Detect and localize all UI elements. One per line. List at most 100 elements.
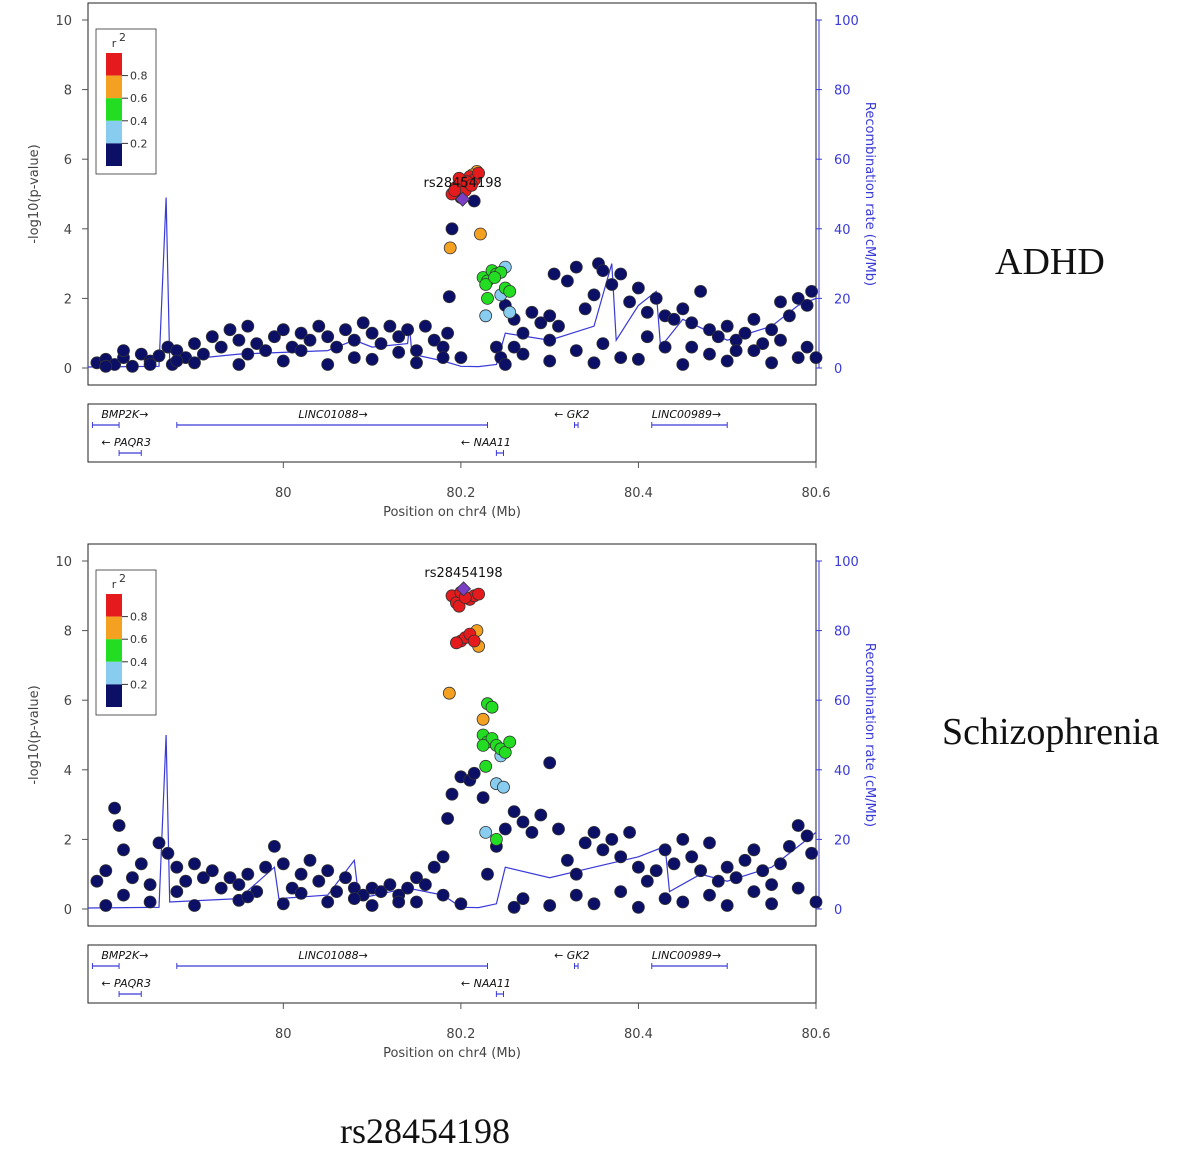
snp-point: [374, 337, 388, 351]
y-tick-label: 10: [55, 14, 72, 29]
snp-point: [339, 323, 352, 337]
snp-point: [640, 330, 654, 344]
snp-point: [99, 899, 113, 912]
gene-label: LINC01088→: [298, 949, 368, 962]
snp-point: [552, 822, 565, 836]
snp-point: [614, 885, 628, 899]
legend-swatch: [106, 594, 122, 617]
snp-point: [259, 860, 273, 874]
gene-label: BMP2K→: [101, 949, 148, 962]
snp-point: [547, 267, 561, 281]
snp-point: [232, 333, 246, 347]
snp-point: [632, 352, 645, 366]
snp-point: [516, 892, 530, 906]
snp-point: [658, 843, 672, 857]
snp-point: [578, 302, 592, 316]
snp-point: [791, 351, 805, 365]
snp-point: [303, 853, 317, 867]
snp-point: [267, 839, 281, 853]
snp-point: [747, 312, 761, 326]
snp-point: [418, 319, 432, 333]
snp-point: [392, 330, 406, 344]
snp-point: [427, 860, 441, 874]
snp-point: [774, 295, 787, 309]
snp-point: [401, 323, 415, 337]
snp-point: [170, 354, 184, 368]
snp-point: [321, 330, 335, 344]
snp-point: [241, 890, 255, 904]
snp-point: [596, 337, 610, 351]
snp-point: [117, 344, 130, 358]
snp-point: [90, 874, 104, 888]
snp-point: [473, 227, 487, 241]
snp-point: [125, 871, 139, 885]
gene-label: ← NAA11: [461, 977, 511, 990]
snp-point: [392, 345, 406, 359]
snp-point: [223, 323, 237, 337]
snp-point: [476, 712, 490, 726]
snp-point: [410, 871, 423, 885]
snp-point: [569, 867, 583, 881]
snp-point: [649, 291, 663, 305]
snp-point: [685, 340, 699, 354]
snp-point: [134, 347, 148, 361]
y2-tick-label: 0: [834, 903, 842, 918]
snp-point: [747, 344, 761, 358]
snp-point: [442, 290, 456, 304]
snp-point: [596, 264, 610, 278]
legend-swatch: [106, 684, 122, 707]
y-axis-title: -log10(p-value): [27, 685, 42, 784]
snp-point: [143, 878, 157, 892]
snp-point: [623, 295, 636, 309]
snp-point: [443, 241, 457, 255]
snp-point: [614, 351, 628, 365]
snp-point: [188, 337, 201, 351]
snp-point: [783, 309, 796, 323]
y-tick-label: 4: [64, 764, 72, 779]
snp-point: [676, 895, 690, 909]
snp-point: [783, 839, 796, 853]
snp-point: [188, 899, 201, 912]
snp-point: [467, 194, 481, 208]
snp-point: [809, 895, 823, 909]
y2-tick-label: 40: [834, 223, 851, 238]
snp-point: [569, 260, 583, 274]
gene-label: ← PAQR3: [101, 436, 151, 449]
snp-point: [703, 836, 716, 850]
snp-point: [330, 340, 344, 354]
snp-point: [667, 312, 681, 326]
snp-point: [791, 881, 805, 895]
snp-point: [543, 756, 557, 770]
snp-point: [454, 897, 468, 911]
plot-frame: [87, 543, 817, 927]
snp-point: [791, 819, 805, 832]
snp-point: [441, 326, 455, 340]
snp-point: [791, 291, 805, 305]
snp-point: [454, 351, 468, 365]
legend-swatch: [106, 98, 122, 121]
y-tick-label: 6: [64, 153, 72, 168]
snp-point: [196, 871, 210, 885]
y2-tick-label: 80: [834, 84, 851, 99]
snp-point: [605, 832, 619, 846]
snp-point: [640, 874, 654, 888]
gene-label: ← PAQR3: [101, 977, 151, 990]
snp-point: [117, 843, 130, 857]
lead-snp-marker: [455, 191, 471, 207]
snp-point: [205, 330, 219, 344]
snp-point: [488, 271, 502, 284]
legend-title: r: [112, 578, 117, 591]
snp-point: [711, 330, 725, 344]
lead-snp-label: rs28454198: [424, 176, 502, 191]
snp-point: [479, 309, 493, 323]
snp-point: [481, 867, 494, 881]
y2-tick-label: 60: [834, 153, 851, 168]
snp-point: [525, 825, 539, 839]
snp-point: [596, 843, 610, 857]
snp-point: [649, 864, 663, 878]
snp-point: [250, 337, 264, 351]
snp-point: [143, 895, 157, 909]
snp-point: [485, 700, 499, 714]
snp-point: [223, 871, 237, 885]
